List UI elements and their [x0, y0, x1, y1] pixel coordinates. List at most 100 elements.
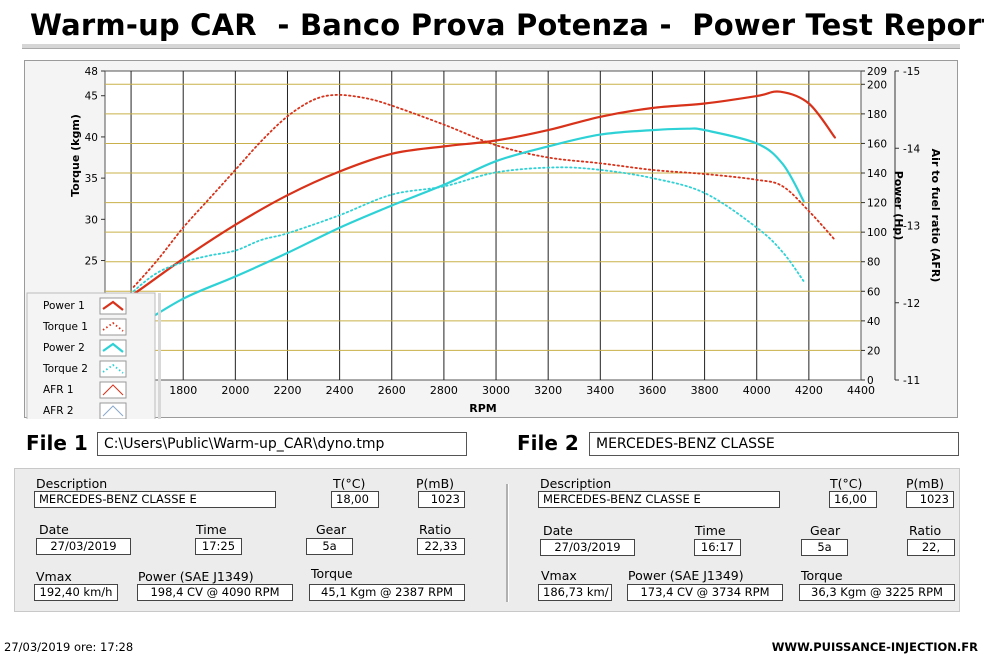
run2-vmax: 186,73 km/: [538, 584, 612, 601]
file1-path[interactable]: C:\Users\Public\Warm-up_CAR\dyno.tmp: [97, 432, 467, 456]
series-line-power-2: [103, 127, 805, 342]
power-tick-label: 0: [867, 375, 874, 387]
run1-gear: 5a: [306, 538, 353, 555]
chart-canvas: 1600180020002200240026002800300032003400…: [26, 66, 942, 419]
power-tick-label: 180: [867, 109, 887, 121]
power-tick-label: 100: [867, 227, 887, 239]
torque-tick-label: 45: [85, 91, 98, 103]
legend-edge: [158, 293, 161, 419]
x-tick-label: 3000: [482, 384, 510, 397]
run1-gear-label: Gear: [316, 522, 347, 537]
x-axis-title: RPM: [469, 402, 496, 415]
run2-gear: 5a: [801, 539, 848, 556]
power-tick-label: 160: [867, 138, 887, 150]
y-axis-title-afr: Air to fuel ratio (AFR): [929, 149, 942, 283]
legend-marker: [102, 321, 124, 332]
legend-marker: [102, 405, 124, 417]
x-tick-label: 2000: [221, 384, 249, 397]
torque-tick-label: 30: [85, 214, 98, 226]
run2-ratio-label: Ratio: [909, 523, 942, 538]
footer-website: WWW.PUISSANCE-INJECTION.FR: [771, 640, 978, 654]
run1-power-label: Power (SAE J1349): [138, 569, 254, 584]
legend-swatch: [99, 318, 127, 336]
legend-label: Power 2: [43, 342, 85, 354]
legend-swatch: [99, 381, 127, 399]
x-tick-label: 3600: [638, 384, 666, 397]
x-tick-label: 2200: [273, 384, 301, 397]
run1-pressure: 1023: [418, 491, 465, 508]
power-tick-label: 209: [867, 66, 887, 78]
legend-marker: [102, 342, 124, 353]
legend-label: Torque 2: [42, 363, 88, 375]
afr-tick-label: -11: [903, 375, 920, 387]
run1-pressure-label: P(mB): [416, 476, 455, 491]
run1-vmax-label: Vmax: [36, 569, 72, 584]
run1-torque-label: Torque: [311, 566, 353, 581]
run1-torque: 45,1 Kgm @ 2387 RPM: [309, 584, 465, 601]
run2-temp: 16,00: [829, 491, 877, 508]
legend-swatch: [99, 402, 127, 419]
x-tick-label: 4200: [795, 384, 823, 397]
legend-marker: [102, 363, 124, 374]
file1-label: File 1: [26, 431, 88, 455]
file2-label: File 2: [517, 431, 579, 455]
afr-tick-label: -14: [903, 143, 920, 155]
run2-power-label: Power (SAE J1349): [628, 568, 744, 583]
legend-marker: [102, 300, 124, 311]
run2-vmax-label: Vmax: [541, 568, 577, 583]
power-tick-label: 200: [867, 79, 887, 91]
x-tick-label: 3800: [691, 384, 719, 397]
afr-tick-label: -13: [903, 221, 920, 233]
torque-tick-label: 40: [85, 132, 98, 144]
torque-tick-label: 25: [85, 256, 98, 268]
legend-label: Power 1: [43, 300, 85, 312]
run2-torque: 36,3 Kgm @ 3225 RPM: [799, 584, 955, 601]
dyno-chart: 1600180020002200240026002800300032003400…: [24, 60, 958, 419]
run2-pressure: 1023: [906, 491, 954, 508]
y-axis-title-right: Power (Hp): [892, 171, 905, 241]
power-tick-label: 60: [867, 286, 880, 298]
run1-date: 27/03/2019: [36, 538, 131, 555]
run2-temp-label: T(°C): [830, 476, 863, 491]
file2-path[interactable]: MERCEDES-BENZ CLASSE: [589, 432, 959, 456]
legend-box: [26, 292, 156, 419]
plot-area: [104, 70, 862, 381]
series-line-torque-2: [104, 166, 805, 321]
run2-ratio: 22,: [907, 539, 955, 556]
run1-time-label: Time: [196, 522, 227, 537]
x-tick-label: 3400: [586, 384, 614, 397]
run1-date-label: Date: [39, 522, 69, 537]
run2-description-label: Description: [540, 476, 612, 491]
run2-time-label: Time: [695, 523, 726, 538]
run2-time: 16:17: [694, 539, 741, 556]
legend-label: AFR 1: [43, 384, 74, 396]
series-line-power-1: [103, 90, 836, 311]
run2-date: 27/03/2019: [540, 539, 635, 556]
run1-vmax: 192,40 km/h: [34, 584, 118, 601]
power-tick-label: 140: [867, 168, 887, 180]
report-title: Warm-up CAR - Banco Prova Potenza - Powe…: [30, 8, 984, 42]
legend-marker: [102, 384, 124, 396]
y-axis-title-left: Torque (kgm): [69, 114, 82, 197]
legend-swatch: [99, 339, 127, 357]
run2-description: MERCEDES-BENZ CLASSE E: [538, 491, 780, 508]
x-tick-label: 2400: [326, 384, 354, 397]
run1-description-label: Description: [36, 476, 108, 491]
run2-gear-label: Gear: [810, 523, 841, 538]
x-tick-label: 1800: [169, 384, 197, 397]
run1-time: 17:25: [195, 538, 242, 555]
x-tick-label: 4000: [743, 384, 771, 397]
run2-torque-label: Torque: [801, 568, 843, 583]
run2-pressure-label: P(mB): [906, 476, 945, 491]
run1-description: MERCEDES-BENZ CLASSE E: [34, 491, 276, 508]
legend-label: Torque 1: [42, 321, 88, 333]
legend-label: AFR 2: [43, 405, 74, 417]
torque-tick-label: 35: [85, 173, 98, 185]
series-line-torque-1: [132, 93, 836, 288]
power-tick-label: 80: [867, 257, 880, 269]
footer-date: 27/03/2019 ore: 17:28: [4, 640, 134, 654]
power-tick-label: 20: [867, 345, 880, 357]
x-tick-label: 2800: [430, 384, 458, 397]
run2-date-label: Date: [543, 523, 573, 538]
legend-swatch: [99, 360, 127, 378]
